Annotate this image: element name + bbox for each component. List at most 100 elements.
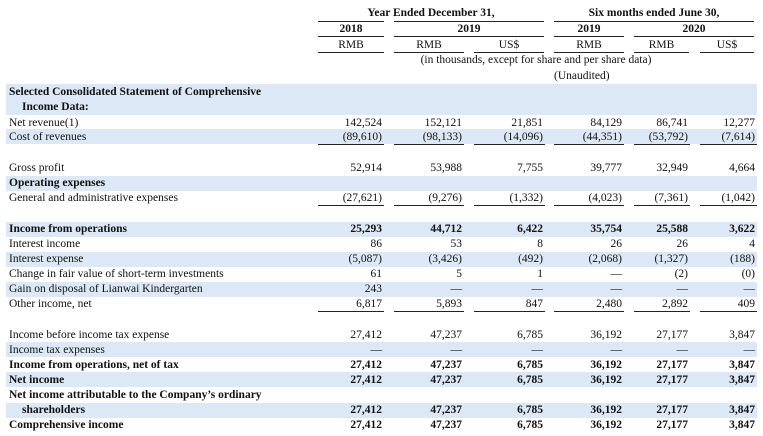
row-value: 6,785: [517, 404, 543, 416]
row-value: 6,785: [517, 419, 543, 431]
row-label: Income tax expenses: [9, 344, 105, 356]
header-rule: [318, 52, 384, 53]
row-value: 3,847: [729, 374, 755, 386]
row-value: 409: [737, 298, 755, 310]
row-label: Gain on disposal of Lianwai Kindergarten: [9, 283, 203, 295]
section-title: Selected Consolidated Statement of Compr…: [9, 86, 262, 98]
row-value: —: [676, 344, 689, 356]
row-value: 61: [370, 268, 383, 280]
row-value: 26: [610, 238, 623, 250]
header-rule: [700, 52, 754, 53]
header-rule: [318, 21, 384, 22]
year-2018: 2018: [339, 23, 363, 35]
row-value: 27,177: [656, 329, 688, 341]
row-value: (27,621): [342, 192, 382, 204]
row-value: —: [531, 283, 544, 295]
header-rule: [394, 21, 544, 22]
row-shade-shareholders: [6, 403, 757, 418]
row-value: 47,237: [430, 359, 462, 371]
row-value: 36,192: [590, 374, 622, 386]
row-value: 27,412: [350, 329, 382, 341]
row-value: 44,712: [430, 223, 462, 235]
row-shade-net-income: [6, 372, 757, 387]
row-value: 39,777: [590, 162, 622, 174]
total-rule: [634, 311, 690, 312]
row-value: —: [370, 344, 383, 356]
row-value: 47,237: [430, 404, 462, 416]
total-rule: [634, 144, 690, 145]
row-value: (492): [518, 253, 543, 265]
total-rule: [700, 205, 757, 206]
row-label: Net income: [9, 374, 65, 386]
year-2020: 2020: [682, 23, 706, 35]
row-value: (44,351): [582, 131, 622, 143]
row-label: Gross profit: [9, 162, 65, 174]
row-label: General and administrative expenses: [9, 192, 178, 204]
row-value: (7,614): [721, 131, 755, 143]
row-value: 36,192: [590, 419, 622, 431]
row-value: —: [531, 344, 544, 356]
row-value: —: [450, 283, 463, 295]
row-value: 25,588: [656, 223, 688, 235]
row-value: —: [676, 283, 689, 295]
row-value: (7,361): [654, 192, 688, 204]
row-value: 27,177: [656, 419, 688, 431]
row-value: 27,412: [350, 404, 382, 416]
header-year-ended: Year Ended December 31,: [367, 7, 495, 19]
row-value: 6,422: [517, 223, 543, 235]
row-label: shareholders: [22, 404, 86, 416]
row-label: Interest income: [9, 238, 81, 250]
header-rule: [554, 52, 624, 53]
row-value: 6,785: [517, 359, 543, 371]
currency-label: RMB: [338, 39, 364, 51]
row-value: (14,096): [503, 131, 543, 143]
row-value: 5: [456, 268, 462, 280]
row-value: 6,817: [356, 298, 382, 310]
row-value: 26: [676, 238, 689, 250]
row-value: —: [610, 344, 623, 356]
unaudited-note: (Unaudited): [554, 70, 610, 82]
currency-label: US$: [498, 39, 520, 51]
row-value: 35,754: [590, 223, 622, 235]
row-value: (9,276): [428, 192, 462, 204]
row-value: (5,087): [348, 253, 382, 265]
row-value: 47,237: [430, 419, 462, 431]
row-value: 52,914: [350, 162, 382, 174]
row-value: —: [743, 344, 756, 356]
row-value: 47,237: [430, 374, 462, 386]
row-shade-gain: [6, 282, 757, 297]
row-value: (1,327): [654, 253, 688, 265]
row-label: Income from operations, net of tax: [9, 359, 179, 371]
row-value: 27,177: [656, 359, 688, 371]
row-value: 152,121: [424, 117, 462, 129]
total-rule: [318, 311, 384, 312]
currency-label: RMB: [576, 39, 602, 51]
row-value: 32,949: [656, 162, 688, 174]
header-rule: [554, 36, 624, 37]
row-value: 3,847: [729, 329, 755, 341]
row-value: 12,277: [723, 117, 755, 129]
header-rule: [474, 52, 544, 53]
row-value: 847: [525, 298, 543, 310]
total-rule: [554, 144, 624, 145]
row-value: (53,792): [648, 131, 688, 143]
row-value: —: [450, 344, 463, 356]
year-2019-six: 2019: [577, 23, 601, 35]
row-value: 6,785: [517, 374, 543, 386]
row-value: —: [610, 283, 623, 295]
total-rule: [394, 144, 464, 145]
total-rule: [394, 205, 464, 206]
total-rule: [318, 144, 384, 145]
row-value: 8: [537, 238, 543, 250]
row-value: 243: [364, 283, 382, 295]
row-label: Interest expense: [9, 253, 84, 265]
row-value: (89,610): [342, 131, 382, 143]
header-six-months: Six months ended June 30,: [588, 7, 720, 19]
row-label: Income before income tax expense: [9, 329, 170, 341]
units-note: (in thousands, except for share and per …: [420, 54, 652, 66]
row-shade-interest-exp: [6, 252, 757, 267]
section-title-cont: Income Data:: [22, 101, 89, 113]
row-shade-operating: [6, 176, 757, 191]
year-2019: 2019: [457, 23, 481, 35]
